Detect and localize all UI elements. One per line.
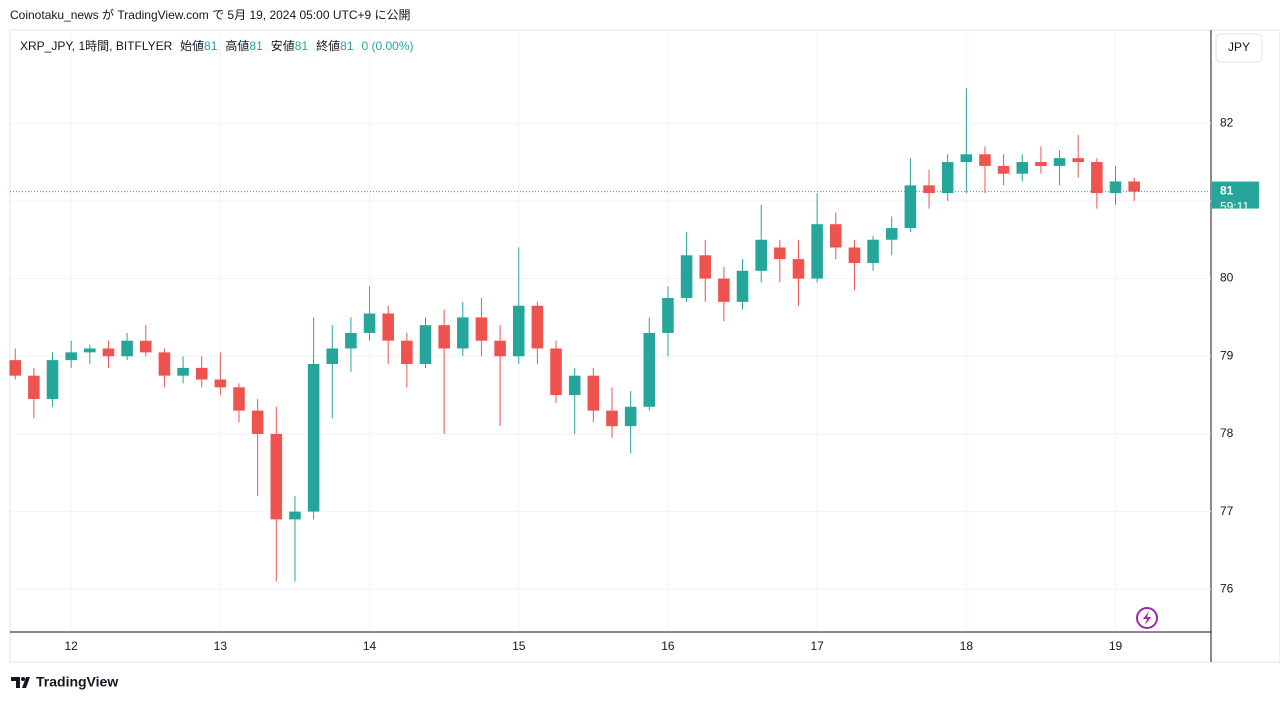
candle-body	[960, 154, 973, 163]
x-tick-label: 17	[810, 639, 824, 653]
candle-body	[401, 340, 413, 365]
candle-body	[345, 332, 357, 349]
candle-body	[643, 332, 656, 407]
candle-body	[102, 348, 115, 357]
candle-body	[624, 406, 637, 427]
currency-button[interactable]	[1215, 33, 1263, 63]
candle-body	[382, 313, 394, 341]
x-tick-label: 13	[214, 639, 228, 653]
candle-body	[736, 270, 749, 302]
candle-body	[46, 360, 59, 399]
candle-body	[867, 239, 879, 264]
candle-body	[997, 165, 1010, 174]
y-tick-label: 80	[1220, 271, 1234, 285]
tv-logo	[11, 677, 30, 688]
y-tick-label: 78	[1220, 426, 1234, 440]
ohlc-label: 安値	[271, 38, 295, 53]
candle-body	[1072, 158, 1084, 163]
candle-body	[475, 317, 488, 341]
candle-body	[1128, 181, 1140, 192]
candle-body	[829, 224, 842, 248]
candle-body	[568, 375, 581, 396]
candle-body	[792, 259, 805, 279]
candle-body	[550, 348, 562, 396]
candle-body	[941, 162, 954, 194]
candle-body	[326, 348, 339, 365]
countdown: 59:11	[1220, 200, 1249, 214]
candle-body	[307, 364, 320, 512]
candle-body	[662, 297, 674, 333]
x-tick-label: 14	[363, 639, 377, 653]
candle-body	[923, 185, 935, 194]
ohlc-value: 81	[295, 39, 309, 53]
lightning-icon[interactable]	[1136, 607, 1158, 629]
last-price-label: 81	[1220, 184, 1234, 198]
candle-body	[158, 352, 171, 376]
candle-body	[1091, 162, 1103, 194]
candle-body	[233, 387, 245, 411]
ohlc-value: 81	[249, 39, 263, 53]
candle-body	[139, 340, 152, 353]
candle-body	[606, 410, 618, 427]
y-tick-label: 77	[1220, 504, 1234, 518]
symbol: XRP_JPY, 1時間, BITFLYER	[20, 39, 173, 53]
candle-body	[494, 340, 506, 357]
last-price-box	[1212, 181, 1259, 209]
candle-body	[438, 325, 450, 349]
candle-body	[28, 375, 40, 399]
candle-body	[1053, 158, 1066, 166]
candle-body	[848, 247, 861, 264]
candle-body	[419, 325, 432, 365]
currency[interactable]: JPY	[1228, 40, 1250, 54]
candle-body	[979, 154, 991, 166]
candle-body	[531, 305, 544, 349]
candle-body	[1016, 162, 1029, 174]
candle-body	[84, 348, 96, 353]
candle-body	[195, 367, 208, 380]
ohlc-value: 81	[204, 39, 218, 53]
candle-body	[811, 224, 823, 279]
ohlc-value: 81	[340, 39, 354, 53]
candle-body	[755, 239, 767, 271]
change: 0 (0.00%)	[362, 39, 414, 53]
candle-body	[270, 433, 283, 520]
candle-body	[718, 278, 730, 302]
y-tick-label: 76	[1220, 581, 1234, 595]
ohlc-legend: 始値 81 高値 81 安値 81 終値 81 0 (0.00%)	[180, 38, 414, 53]
pane-border	[9, 29, 1280, 663]
candle-body	[214, 379, 227, 388]
candle-body	[121, 340, 133, 357]
candle-body	[363, 313, 376, 333]
ohlc-label: 始値	[180, 38, 204, 53]
x-tick-label: 16	[661, 639, 675, 653]
candle-body	[289, 511, 301, 520]
candle-body	[512, 305, 525, 357]
candle-body	[774, 247, 786, 260]
ohlc-label: 終値	[316, 38, 340, 53]
candle-body	[177, 367, 189, 376]
x-tick-label: 12	[64, 639, 78, 653]
candle-body	[457, 317, 469, 349]
candle-body	[1035, 162, 1047, 166]
x-tick-label: 18	[960, 639, 974, 653]
y-tick-label: 82	[1220, 115, 1234, 129]
publish-header: Coinotaku_news が TradingView.com で 5月 19…	[10, 7, 411, 22]
candle-body	[904, 185, 917, 229]
candle-body	[9, 360, 22, 376]
x-tick-label: 15	[512, 639, 526, 653]
candle-body	[65, 352, 77, 361]
y-tick-label: 79	[1220, 348, 1234, 362]
candle-body	[680, 255, 693, 298]
ohlc-label: 高値	[225, 38, 249, 53]
candle-body	[699, 255, 712, 279]
x-tick-label: 19	[1109, 639, 1123, 653]
footer-brand: TradingView	[36, 674, 118, 690]
candle-body	[885, 228, 898, 240]
candle-body	[251, 410, 264, 434]
candle-body	[587, 375, 600, 411]
candle-body	[1109, 181, 1122, 194]
